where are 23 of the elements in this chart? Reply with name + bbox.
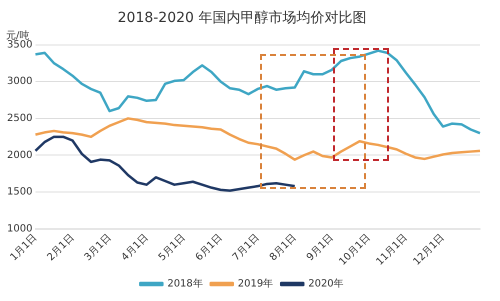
legend-label: 2018年 [167,278,203,290]
y-tick-label: 2500 [6,113,32,124]
x-tick-label: 5月1日 [156,232,188,264]
legend-label: 2019年 [238,278,274,290]
x-tick-label: 8月1日 [268,232,299,264]
y-tick-label: 3000 [6,76,32,88]
x-tick-label: 3月1日 [82,232,114,264]
x-tick-label: 1月1日 [8,232,40,264]
y-axis-title: 元/吨 [6,29,30,42]
x-tick-label: 2月1日 [46,232,76,264]
y-tick-label: 1000 [6,223,32,234]
x-tick-label: 7月1日 [230,232,262,264]
y-tick-label: 1500 [6,186,32,198]
x-tick-label: 9月1日 [304,232,336,264]
x-tick-label: 12月1日 [411,232,447,268]
x-tick-label: 4月1日 [120,232,151,264]
legend-label: 2020年 [308,278,344,290]
x-tick-label: 10月1日 [337,232,373,268]
x-tick-label: 11月1日 [374,232,410,268]
y-tick-label: 3500 [6,39,32,50]
x-tick-label: 6月1日 [194,232,225,264]
y-tick-label: 2000 [6,150,32,161]
chart-title: 2018-2020 年国内甲醇市场均价对比图 [118,10,366,26]
